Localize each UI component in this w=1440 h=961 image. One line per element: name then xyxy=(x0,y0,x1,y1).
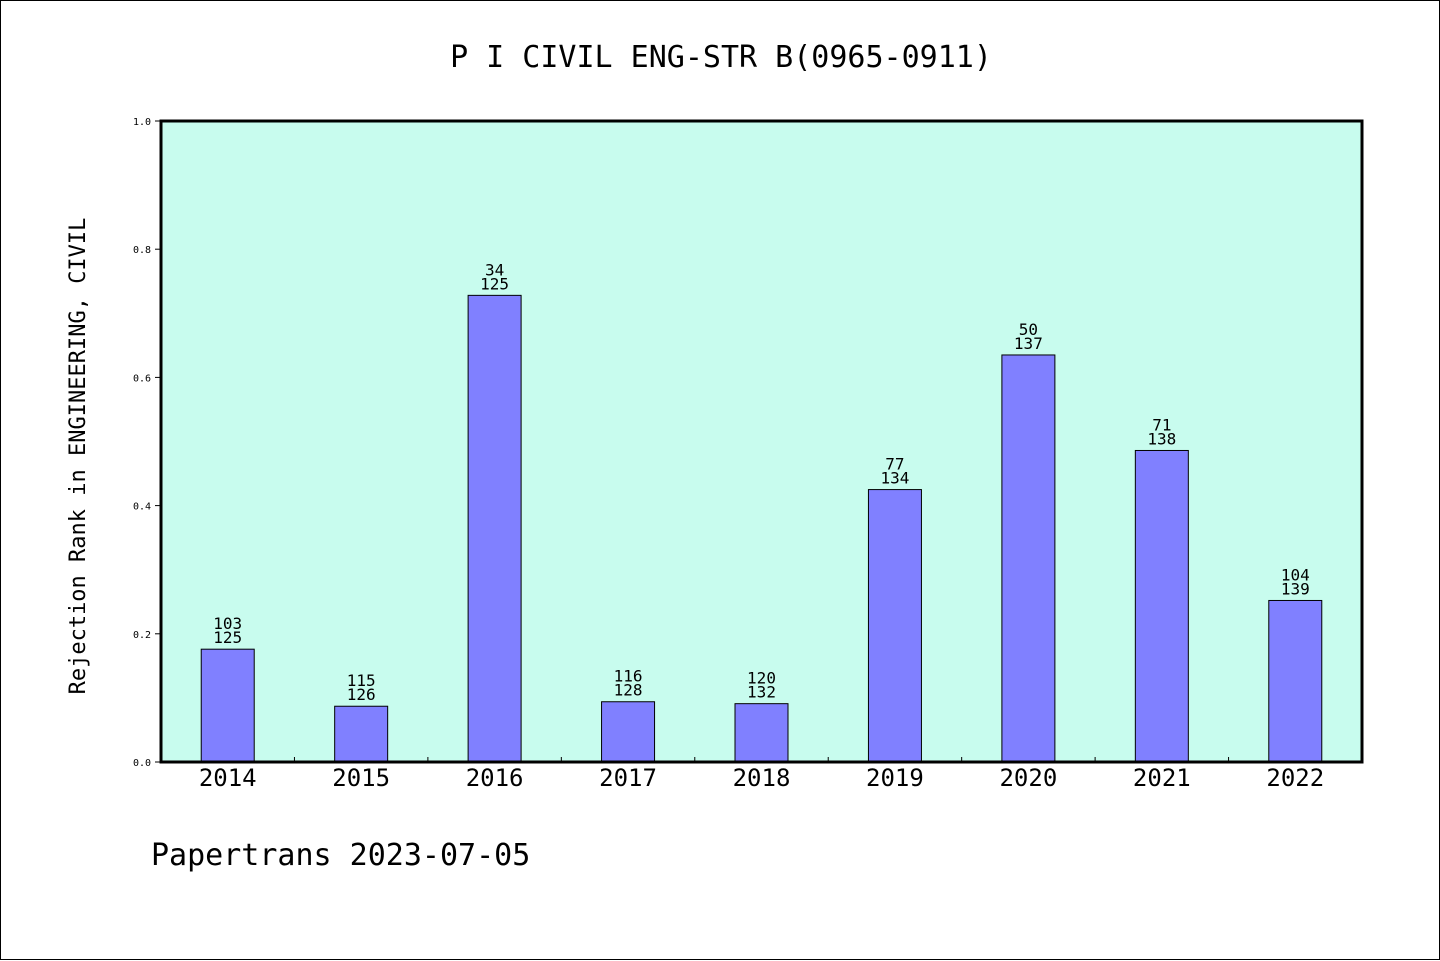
x-tick-label-2015: 2015 xyxy=(332,764,390,792)
bar-2014 xyxy=(200,648,255,763)
bar-label-bottom-2016: 125 xyxy=(480,274,509,293)
bar-label-top-2016: 34 xyxy=(485,260,504,279)
y-tick-label-0.0: 0.0 xyxy=(133,758,151,769)
y-tick-label-1.0: 1.0 xyxy=(133,117,151,128)
x-tick-label-2014: 2014 xyxy=(199,764,257,792)
bar-label-top-2020: 50 xyxy=(1019,320,1038,339)
bar-2020 xyxy=(1001,354,1056,763)
y-tick-label-0.4: 0.4 xyxy=(133,502,151,513)
bar-label-bottom-2017: 128 xyxy=(614,681,643,700)
bar-labels-layer: 1031251151263412511612812013277134501377… xyxy=(213,260,1309,704)
bar-2021 xyxy=(1134,449,1189,763)
x-axis-ticks: 2014 2015 2016 2017 2018 2019 2020 2021 2022 xyxy=(199,757,1324,792)
bar-2016 xyxy=(467,294,522,763)
bar-label-top-2019: 77 xyxy=(885,455,904,474)
y-tick-label-0.2: 0.2 xyxy=(133,630,151,641)
x-tick-label-2020: 2020 xyxy=(999,764,1057,792)
bar-label-top-2021: 71 xyxy=(1152,415,1171,434)
y-tick-label-0.6: 0.6 xyxy=(133,373,151,384)
bar-2019 xyxy=(867,489,922,763)
bar-2017 xyxy=(601,701,656,763)
footer-date-stamp: Papertrans 2023-07-05 xyxy=(151,838,530,873)
bar-label-bottom-2021: 138 xyxy=(1147,429,1176,448)
chart-title: P I CIVIL ENG-STR B(0965-0911) xyxy=(450,40,992,75)
bar-label-bottom-2015: 126 xyxy=(347,685,376,704)
x-tick-label-2018: 2018 xyxy=(733,764,791,792)
y-axis-label: Rejection Rank in ENGINEERING, CIVIL xyxy=(66,218,91,695)
bar-2015 xyxy=(334,705,389,763)
bar-label-top-2022: 104 xyxy=(1281,565,1310,584)
y-tick-label-0.8: 0.8 xyxy=(133,245,151,256)
bar-label-top-2017: 116 xyxy=(614,667,643,686)
bar-label-bottom-2019: 134 xyxy=(880,469,909,488)
bar-label-bottom-2020: 137 xyxy=(1014,334,1043,353)
bars-layer xyxy=(200,294,1323,763)
bar-label-top-2014: 103 xyxy=(213,614,242,633)
bar-label-top-2015: 115 xyxy=(347,671,376,690)
y-axis-ticks: 0.0 0.2 0.4 0.6 0.8 1.0 xyxy=(133,117,161,769)
bar-label-bottom-2018: 132 xyxy=(747,683,776,702)
plot-border xyxy=(159,119,1364,764)
x-tick-label-2021: 2021 xyxy=(1133,764,1191,792)
bar-2018 xyxy=(734,703,789,763)
bar-label-bottom-2022: 139 xyxy=(1281,579,1310,598)
x-tick-label-2022: 2022 xyxy=(1266,764,1324,792)
bar-2022 xyxy=(1268,599,1323,763)
x-tick-label-2016: 2016 xyxy=(466,764,524,792)
bar-label-bottom-2014: 125 xyxy=(213,628,242,647)
x-tick-label-2019: 2019 xyxy=(866,764,924,792)
bar-label-top-2018: 120 xyxy=(747,669,776,688)
x-tick-label-2017: 2017 xyxy=(599,764,657,792)
